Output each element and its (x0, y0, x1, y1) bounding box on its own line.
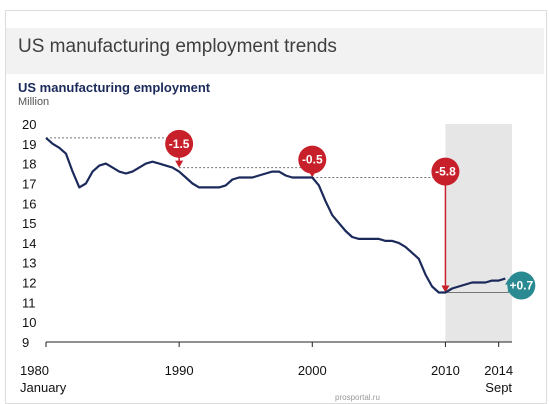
change-label: +0.7 (509, 279, 533, 293)
y-tick-label: 19 (22, 137, 36, 152)
header-band (6, 28, 544, 74)
y-tick-label: 15 (22, 216, 36, 231)
y-tick-label: 11 (22, 295, 36, 310)
change-bubble (165, 129, 194, 158)
y-tick-label: 16 (22, 196, 36, 211)
x-tick-sublabel: Sept (485, 380, 512, 395)
chart-title: US manufacturing employment (18, 80, 211, 95)
y-tick-label: 9 (22, 335, 29, 350)
x-tick-label: 1980 (20, 363, 49, 378)
change-label: -1.5 (169, 137, 190, 151)
shaded-region (445, 124, 512, 342)
change-bubble (298, 145, 327, 174)
y-tick-label: 17 (22, 176, 36, 191)
x-tick-label: 2010 (431, 363, 460, 378)
x-tick-label: 1990 (165, 363, 194, 378)
y-tick-label: 18 (22, 157, 36, 172)
change-arrow-head (441, 285, 450, 293)
change-arrow-head (175, 160, 184, 168)
change-bubble (431, 157, 460, 186)
x-tick-label: 2014 (484, 363, 513, 378)
x-tick-label: 2000 (298, 363, 327, 378)
y-axis-unit: Million (18, 96, 50, 108)
y-tick-label: 13 (22, 256, 36, 271)
change-bubble (507, 271, 536, 300)
page-title: US manufacturing employment trends (18, 36, 337, 57)
change-label: -0.5 (302, 153, 323, 167)
y-tick-label: 10 (22, 315, 36, 330)
y-tick-label: 14 (22, 236, 36, 251)
y-tick-label: 20 (22, 117, 36, 132)
x-tick-sublabel: January (20, 380, 67, 395)
y-tick-label: 12 (22, 276, 36, 291)
employment-series-line (45, 137, 506, 294)
change-label: -5.8 (435, 165, 456, 179)
source-credit: prosportal.ru (335, 393, 380, 402)
